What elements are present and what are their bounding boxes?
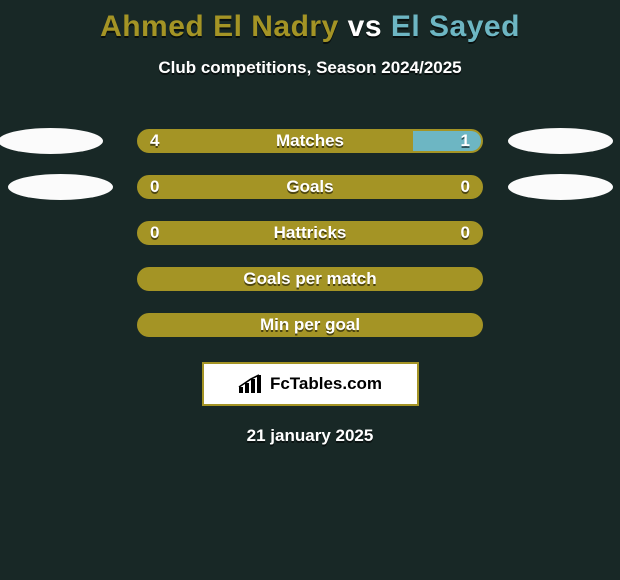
source-box[interactable]: FcTables.com xyxy=(202,362,419,406)
stat-bar-left xyxy=(139,177,481,197)
stat-value-right: 0 xyxy=(461,210,470,256)
stat-row: Matches41 xyxy=(0,118,620,164)
stat-bar-track xyxy=(137,267,483,291)
subtitle: Club competitions, Season 2024/2025 xyxy=(0,58,620,78)
stat-value-right: 0 xyxy=(461,164,470,210)
stat-bar-left xyxy=(139,223,481,243)
stat-value-left: 4 xyxy=(150,118,159,164)
stat-bar-track xyxy=(137,175,483,199)
stat-bar-track xyxy=(137,129,483,153)
bars-icon xyxy=(238,373,264,395)
stat-value-left: 0 xyxy=(150,210,159,256)
stat-row: Min per goal xyxy=(0,302,620,348)
stat-bar-left xyxy=(139,315,481,335)
stat-row: Goals per match xyxy=(0,256,620,302)
stat-bar-track xyxy=(137,313,483,337)
title-right-name: El Sayed xyxy=(391,10,520,43)
stat-bar-right xyxy=(413,131,481,151)
stat-value-right: 1 xyxy=(461,118,470,164)
title-vs: vs xyxy=(348,10,382,43)
page-title: Ahmed El Nadry vs El Sayed xyxy=(0,0,620,44)
stat-rows: Matches41Goals00Hattricks00Goals per mat… xyxy=(0,118,620,348)
stat-value-left: 0 xyxy=(150,164,159,210)
stat-row: Hattricks00 xyxy=(0,210,620,256)
player-marker-right xyxy=(508,128,613,154)
stat-bar-track xyxy=(137,221,483,245)
comparison-card: Ahmed El Nadry vs El Sayed Club competit… xyxy=(0,0,620,580)
date-label: 21 january 2025 xyxy=(0,426,620,446)
title-left-name: Ahmed El Nadry xyxy=(100,10,339,43)
player-marker-left xyxy=(0,128,103,154)
stat-bar-left xyxy=(139,269,481,289)
player-marker-right xyxy=(508,174,613,200)
source-label: FcTables.com xyxy=(270,374,382,394)
stat-bar-left xyxy=(139,131,413,151)
stat-row: Goals00 xyxy=(0,164,620,210)
player-marker-left xyxy=(8,174,113,200)
